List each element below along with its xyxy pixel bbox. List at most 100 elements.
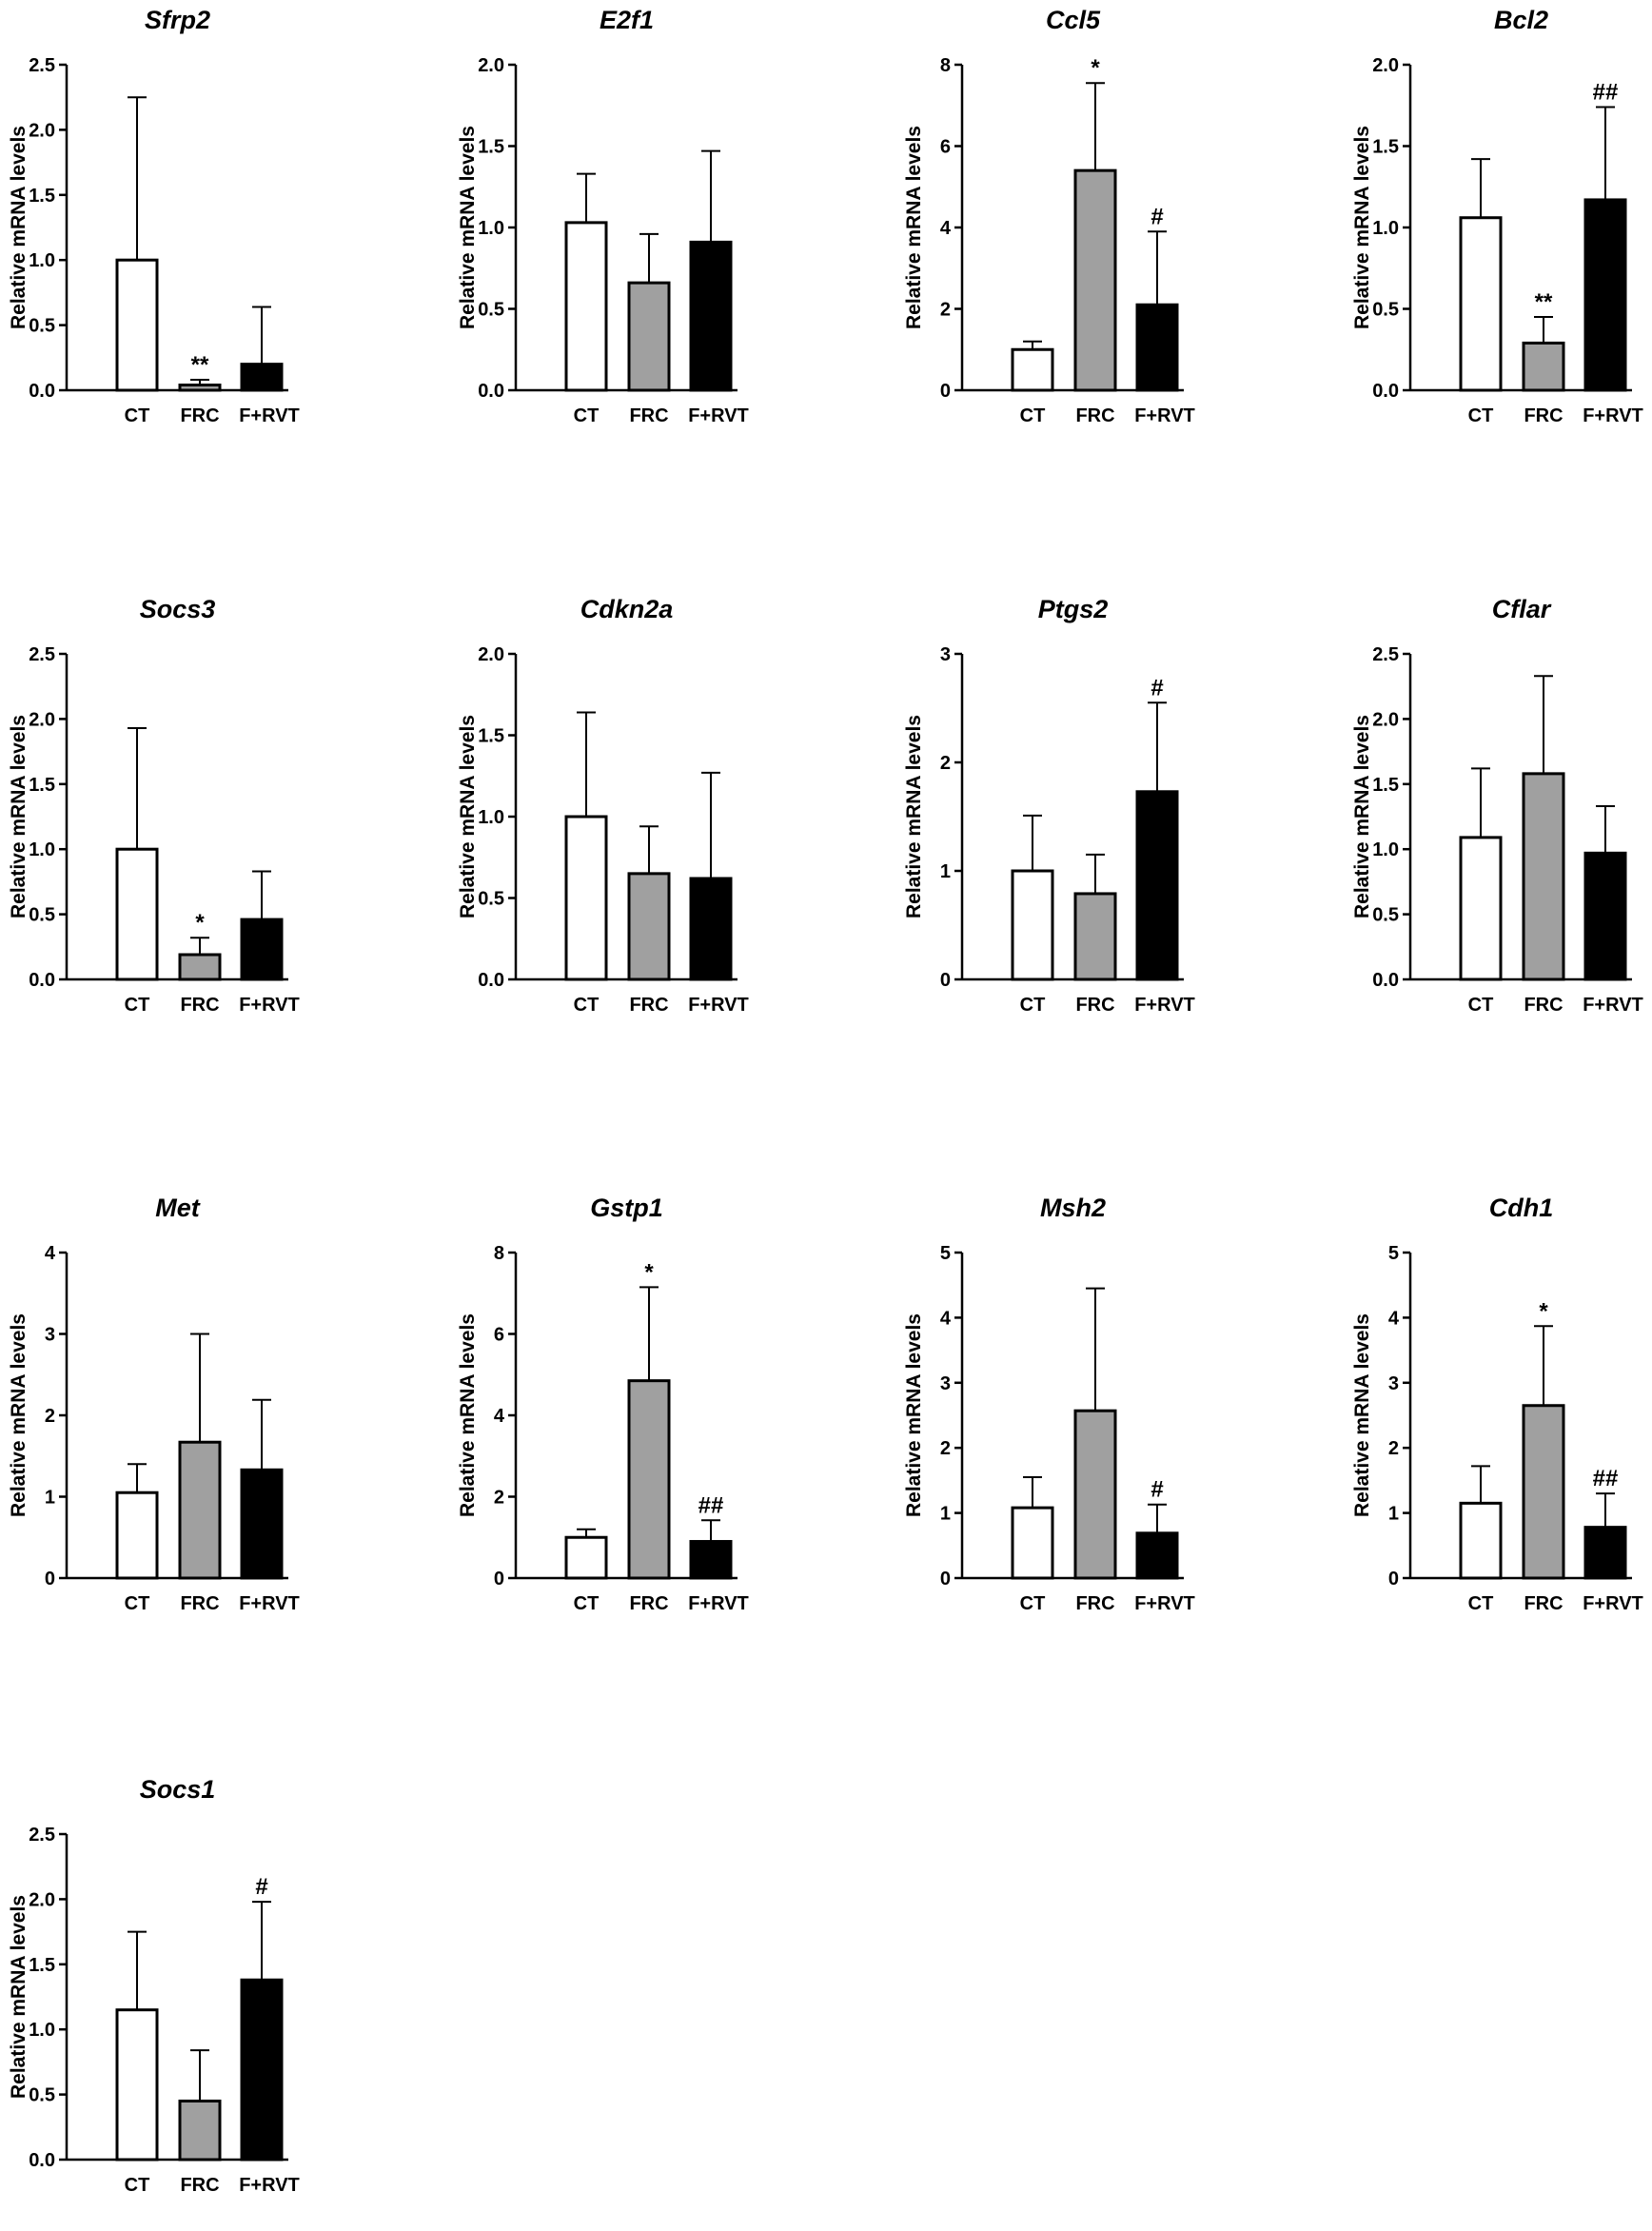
bar-ct [115, 2008, 159, 2162]
chart-svg: Gstp1 Relative mRNA levels CT * FRC ## F+RVT 0 2… [457, 1194, 749, 1614]
chart-title: Gstp1 [590, 1194, 663, 1222]
bar-frvt [1135, 303, 1179, 392]
bar-ct [115, 847, 159, 981]
x-tick-label: FRC [629, 1593, 668, 1614]
bar-frvt [1583, 851, 1627, 981]
bar-frc [1073, 892, 1117, 981]
chart-title: Socs1 [140, 1775, 216, 1804]
significance-marker: ## [1593, 1466, 1619, 1491]
y-tick-label: 4 [940, 218, 952, 239]
significance-marker: * [1539, 1298, 1548, 1324]
chart-title: Met [155, 1194, 201, 1222]
y-tick-label: 1.5 [478, 137, 504, 158]
bar-frc [627, 872, 671, 981]
y-axis-label: Relative mRNA levels [1351, 126, 1373, 329]
chart-title: Cflar [1492, 595, 1552, 623]
chart-panel-cflar: Cflar Relative mRNA levels CT FRC F+RVT 0.0 0.… [1344, 589, 1652, 1046]
y-tick-label: 2 [1388, 1438, 1399, 1459]
y-axis-label: Relative mRNA levels [8, 715, 30, 918]
x-tick-label: CT [125, 405, 150, 426]
chart-panel-sfrp2: Sfrp2 Relative mRNA levels CT ** FRC F+RVT 0.0… [0, 0, 413, 457]
y-tick-label: 1 [940, 1504, 951, 1525]
bar-frc [627, 281, 671, 392]
y-axis-label: Relative mRNA levels [903, 715, 925, 918]
x-tick-label: FRC [180, 1593, 219, 1614]
x-tick-label: F+RVT [1134, 995, 1195, 1016]
y-tick-label: 1.0 [29, 250, 55, 271]
chart-panel-ptgs2: Ptgs2 Relative mRNA levels CT FRC # F+RVT 0 1 2 3 [895, 589, 1308, 1046]
y-tick-label: 2 [45, 1406, 55, 1427]
bar-frvt [689, 1540, 733, 1580]
y-tick-label: 2 [940, 1438, 951, 1459]
y-tick-label: 2.0 [1372, 709, 1399, 730]
bar-ct [564, 815, 608, 981]
y-tick-label: 1.5 [1372, 775, 1399, 796]
chart-panel-socs1: Socs1 Relative mRNA levels CT FRC # F+RVT 0.0 0… [0, 1769, 413, 2226]
chart-svg: Cflar Relative mRNA levels CT FRC F+RVT 0.0 0.… [1351, 595, 1643, 1016]
chart-svg: Socs3 Relative mRNA levels CT * FRC F+RVT 0.0 0… [8, 595, 300, 1016]
y-tick-label: 2.5 [29, 1825, 55, 1846]
significance-marker: ## [698, 1492, 724, 1518]
x-tick-label: FRC [180, 2175, 219, 2196]
bar-ct [564, 221, 608, 392]
y-tick-label: 0 [940, 1569, 951, 1589]
y-tick-label: 1.0 [29, 839, 55, 860]
y-tick-label: 3 [45, 1325, 55, 1346]
y-axis-label: Relative mRNA levels [457, 1313, 479, 1517]
y-tick-label: 6 [494, 1325, 504, 1346]
y-tick-label: 0 [45, 1569, 55, 1589]
x-tick-label: FRC [1075, 405, 1114, 426]
y-tick-label: 2 [940, 300, 951, 321]
y-tick-label: 2.5 [1372, 644, 1399, 665]
x-tick-label: FRC [1075, 1593, 1114, 1614]
chart-title: Msh2 [1040, 1194, 1106, 1222]
bar-frvt [1135, 790, 1179, 981]
chart-panel-msh2: Msh2 Relative mRNA levels CT FRC # F+RVT 0 1 2 3 4… [895, 1188, 1308, 1645]
y-tick-label: 8 [494, 1243, 504, 1264]
x-tick-label: F+RVT [688, 1593, 749, 1614]
bar-frvt [1583, 1526, 1627, 1580]
y-tick-label: 4 [940, 1308, 952, 1329]
y-tick-label: 5 [1388, 1243, 1399, 1264]
y-tick-label: 4 [45, 1243, 56, 1264]
y-tick-label: 2.0 [1372, 55, 1399, 76]
x-tick-label: CT [125, 995, 150, 1016]
x-tick-label: CT [1020, 405, 1046, 426]
bar-frc [178, 953, 222, 981]
y-axis-label: Relative mRNA levels [1351, 715, 1373, 918]
x-tick-label: FRC [1075, 995, 1114, 1016]
bar-ct [1459, 1501, 1503, 1580]
bar-ct [115, 258, 159, 392]
y-axis-label: Relative mRNA levels [8, 1313, 30, 1517]
bar-frvt [240, 363, 284, 392]
x-tick-label: CT [1468, 995, 1494, 1016]
chart-panel-cdh1: Cdh1 Relative mRNA levels CT * FRC ## F+RVT 0 1 2… [1344, 1188, 1652, 1645]
bar-ct [564, 1535, 608, 1580]
chart-title: Ccl5 [1046, 6, 1101, 34]
y-tick-label: 1.0 [478, 218, 504, 239]
x-tick-label: FRC [180, 995, 219, 1016]
significance-marker: # [255, 1874, 267, 1900]
y-tick-label: 0.0 [29, 381, 55, 402]
y-tick-label: 1.5 [29, 775, 55, 796]
x-tick-label: F+RVT [688, 995, 749, 1016]
x-tick-label: FRC [1524, 1593, 1563, 1614]
chart-svg: Cdkn2a Relative mRNA levels CT FRC F+RVT 0.0 0… [457, 595, 749, 1016]
y-tick-label: 0.5 [29, 2085, 55, 2106]
bar-frvt [240, 1468, 284, 1580]
chart-svg: Sfrp2 Relative mRNA levels CT ** FRC F+RVT 0.0… [8, 6, 300, 426]
y-axis-label: Relative mRNA levels [457, 126, 479, 329]
chart-svg: Cdh1 Relative mRNA levels CT * FRC ## F+RVT 0 1 2… [1351, 1194, 1643, 1614]
significance-marker: # [1150, 675, 1163, 701]
x-tick-label: FRC [629, 405, 668, 426]
x-tick-label: F+RVT [1134, 1593, 1195, 1614]
y-tick-label: 4 [494, 1406, 505, 1427]
y-tick-label: 8 [940, 55, 951, 76]
chart-panel-gstp1: Gstp1 Relative mRNA levels CT * FRC ## F+RVT 0 2… [449, 1188, 862, 1645]
bar-ct [1011, 1506, 1054, 1580]
significance-marker: * [644, 1259, 654, 1285]
x-tick-label: F+RVT [239, 405, 300, 426]
x-tick-label: F+RVT [1583, 1593, 1643, 1614]
significance-marker: * [195, 910, 205, 936]
y-axis-label: Relative mRNA levels [903, 126, 925, 329]
